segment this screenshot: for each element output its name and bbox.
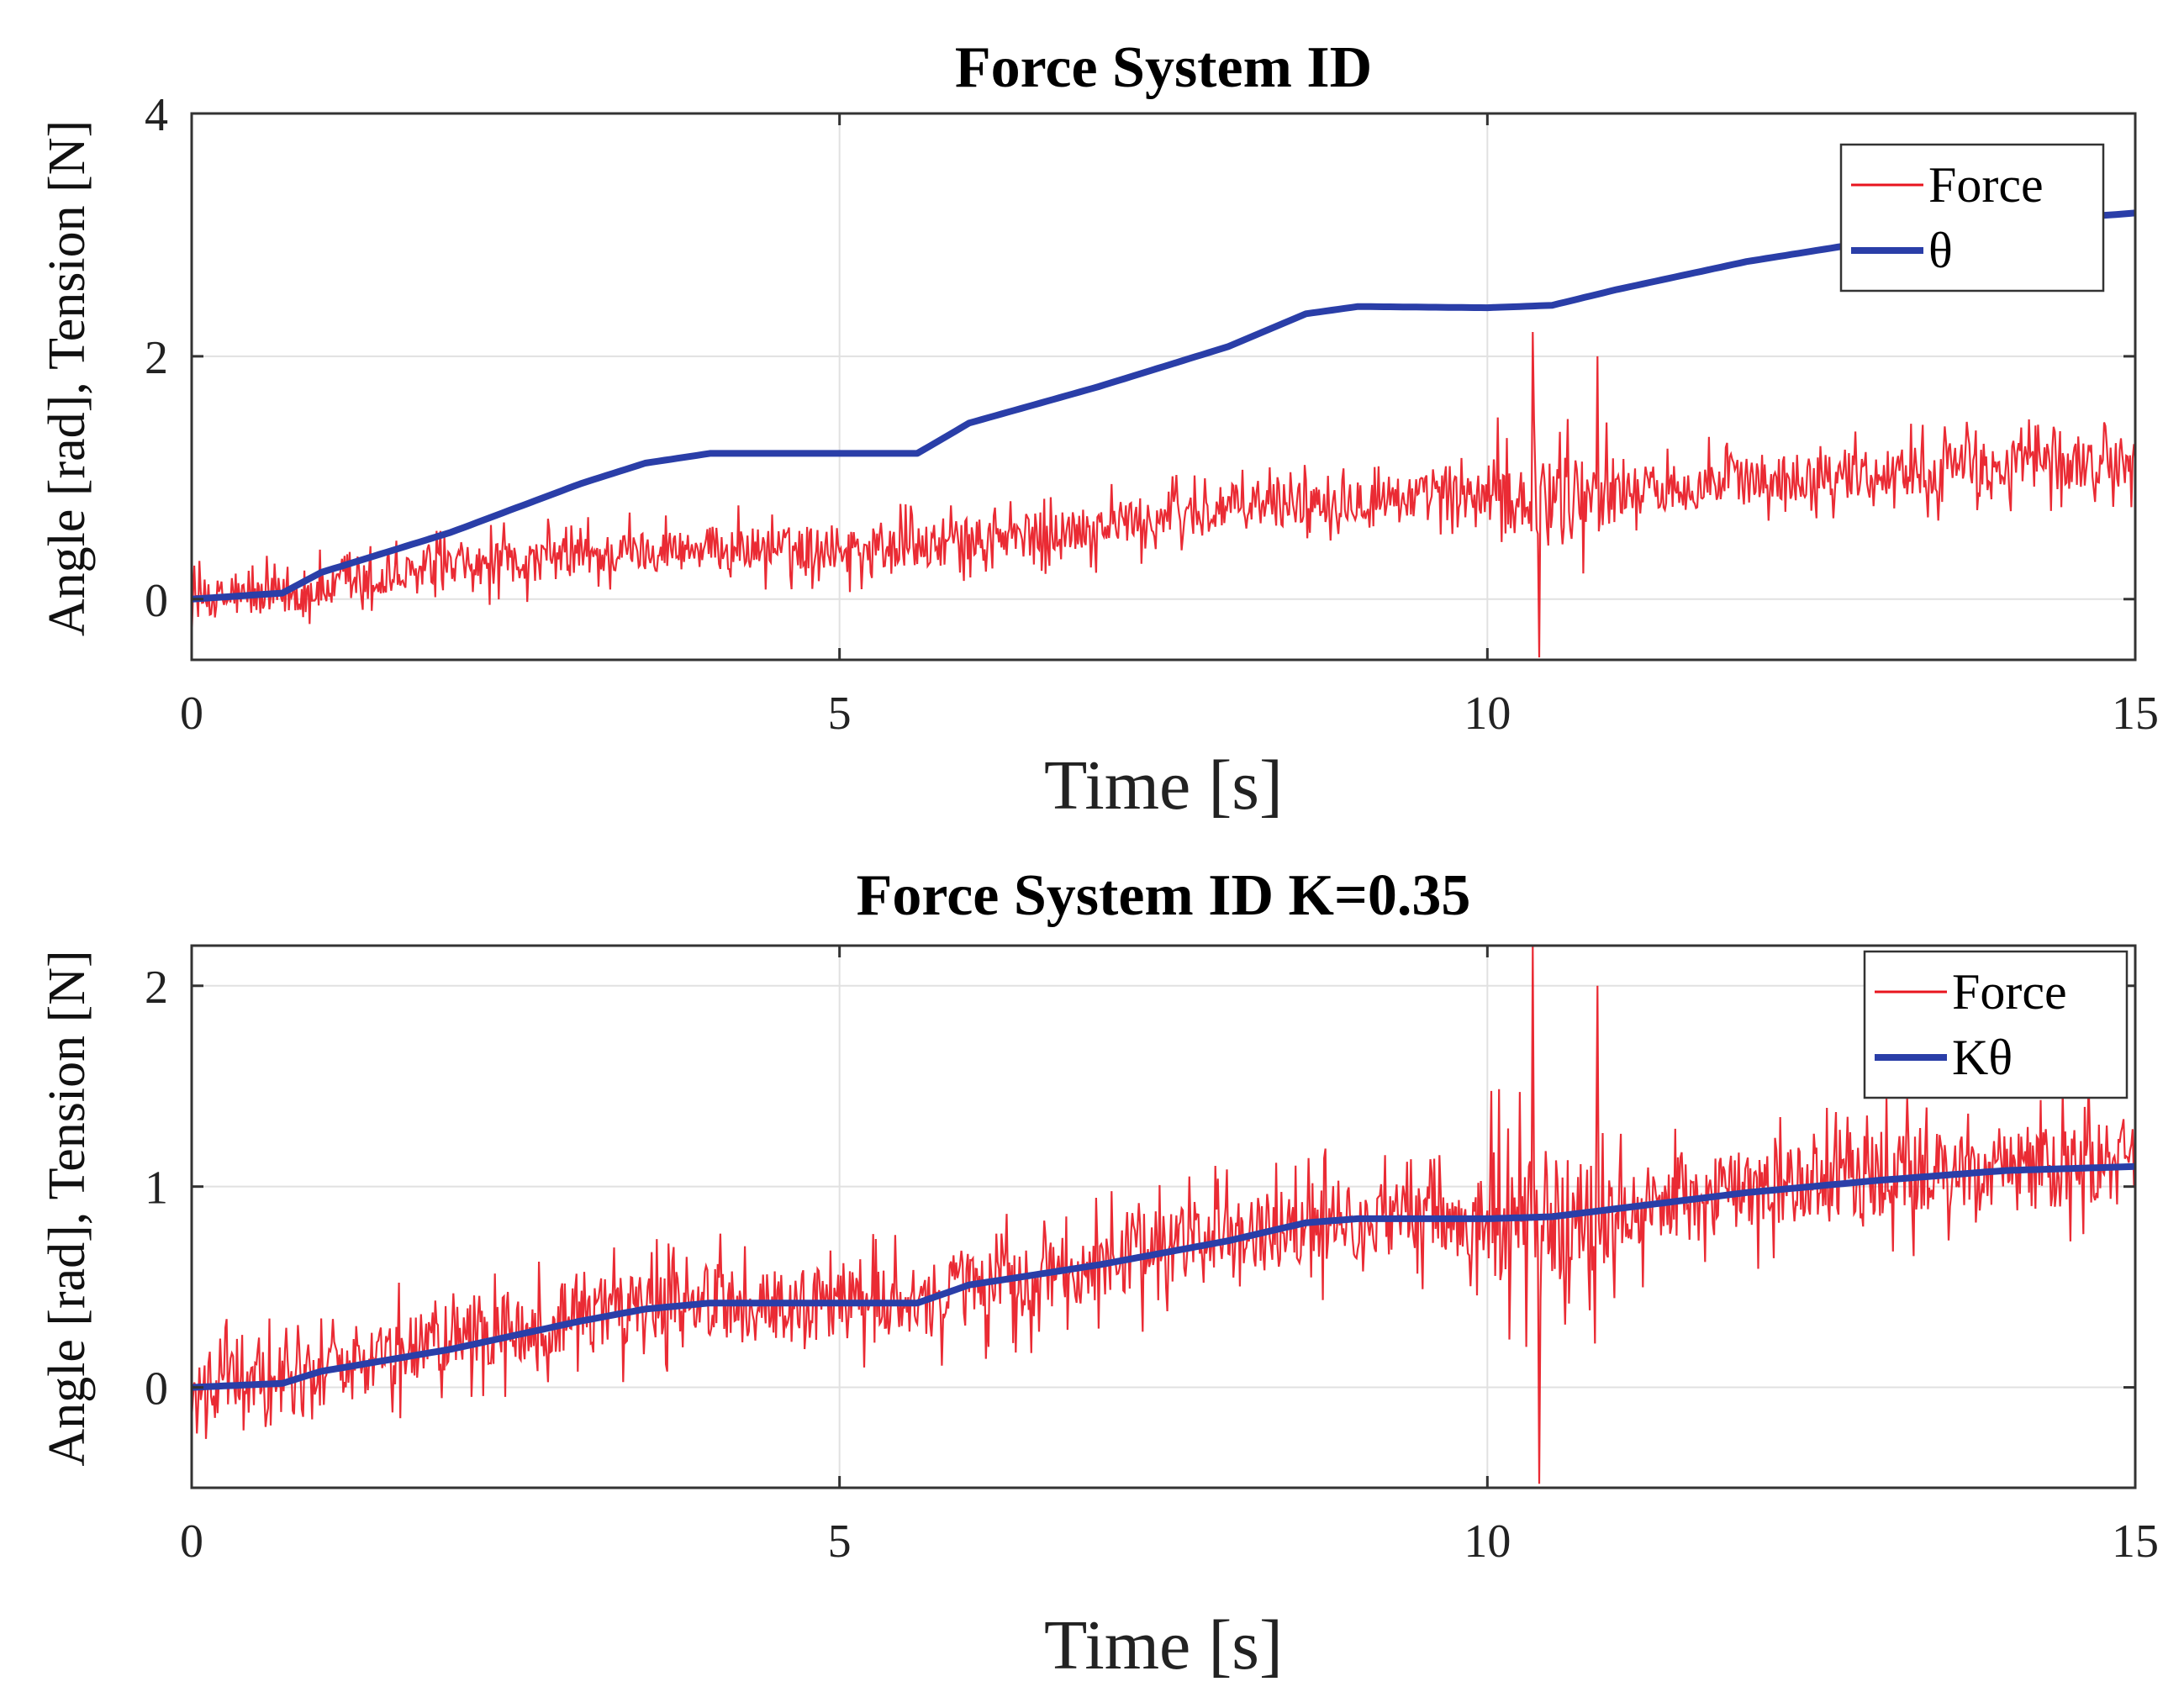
x-axis-label: Time [s] [1044, 746, 1283, 825]
x-tick-label: 5 [828, 688, 852, 740]
legend: Force θ [1839, 143, 2105, 293]
chart-title: Force System ID [955, 35, 1372, 100]
legend: Force Kθ [1863, 950, 2129, 1099]
y-axis-label: Angle [rad], Tension [N] [39, 120, 96, 636]
theta-series-line [192, 209, 2135, 603]
legend-box [1839, 143, 2105, 293]
x-axis-label: Time [s] [1044, 1606, 1283, 1684]
y-tick-label: 4 [145, 89, 168, 141]
chart-panel-1: 0 5 10 15 0 2 4 Force System ID Time [s] Angle [r… [39, 35, 2159, 825]
x-tick-label: 0 [180, 688, 203, 740]
y-tick-label: 1 [145, 1162, 168, 1215]
x-tick-label: 5 [828, 1516, 852, 1568]
plot-area [192, 946, 2135, 1484]
k-theta-series-line [192, 1162, 2135, 1391]
axes-box [190, 944, 2137, 1489]
y-tick-label: 2 [145, 962, 168, 1014]
plot-area [192, 209, 2135, 658]
x-tick-label: 15 [2112, 1516, 2159, 1568]
y-tick-label: 2 [145, 332, 168, 384]
legend-entry: Force [1928, 157, 2044, 213]
legend-entry: Kθ [1952, 1030, 2013, 1085]
y-tick-label: 0 [145, 575, 168, 627]
legend-entry: θ [1928, 223, 1953, 278]
legend-entry: Force [1952, 964, 2067, 1020]
force-series-line [192, 946, 2135, 1484]
x-tick-label: 10 [1464, 688, 1511, 740]
axes-box [190, 112, 2137, 662]
force-series-line [192, 331, 2135, 658]
x-tick-label: 0 [180, 1516, 203, 1568]
legend-box [1863, 950, 2129, 1099]
x-tick-label: 15 [2112, 688, 2159, 740]
y-tick-label: 0 [145, 1363, 168, 1415]
x-tick-label: 10 [1464, 1516, 1511, 1568]
y-axis-label: Angle [rad], Tension [N] [39, 950, 96, 1466]
chart-panel-2: 0 5 10 15 0 1 2 Force System ID K=0.35 Time [s] A… [39, 863, 2159, 1684]
chart-title: Force System ID K=0.35 [857, 863, 1471, 928]
